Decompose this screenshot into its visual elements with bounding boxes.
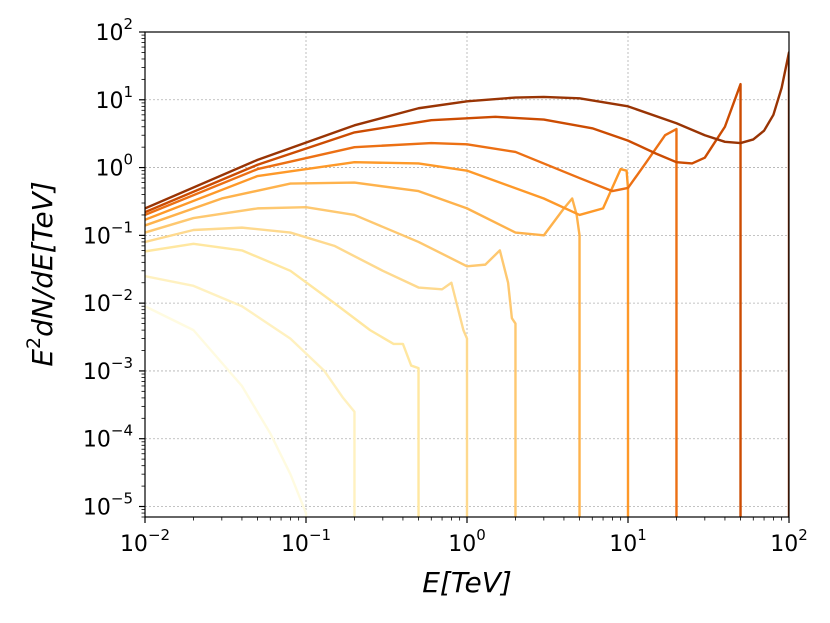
tick-layer: 10−2 10−1 100 101 102 10−5 10−4 10−3 10−2 10−1 100… (83, 15, 808, 557)
x-tick-label: 10−1 (281, 526, 331, 557)
y-tick-label: 100 (95, 151, 133, 182)
series-line-10 (145, 51, 789, 517)
x-tick-label: 101 (609, 526, 647, 557)
series-line-3 (145, 242, 420, 517)
y-tick-label: 10−2 (83, 286, 133, 317)
y-tick-label: 102 (95, 15, 133, 46)
y-tick-label: 10−4 (83, 422, 133, 453)
y-tick-label: 101 (95, 83, 133, 114)
series-layer (145, 51, 789, 517)
series-line-9 (145, 82, 742, 517)
x-tick-label: 10−2 (120, 526, 170, 557)
series-line-1 (145, 305, 308, 517)
series-line-8 (145, 127, 678, 517)
series-line-7 (145, 161, 630, 517)
x-tick-label: 102 (770, 526, 808, 557)
y-tick-label: 10−3 (83, 354, 133, 385)
x-tick-label: 100 (448, 526, 486, 557)
y-tick-label: 10−1 (83, 218, 133, 249)
y-axis-label: E2dN/dE[TeV] (23, 181, 59, 366)
series-line-2 (145, 274, 356, 517)
series-line-5 (145, 206, 517, 517)
y-tick-label: 10−5 (83, 489, 133, 520)
series-line-4 (145, 226, 469, 517)
x-axis-label: E[TeV] (422, 566, 512, 599)
